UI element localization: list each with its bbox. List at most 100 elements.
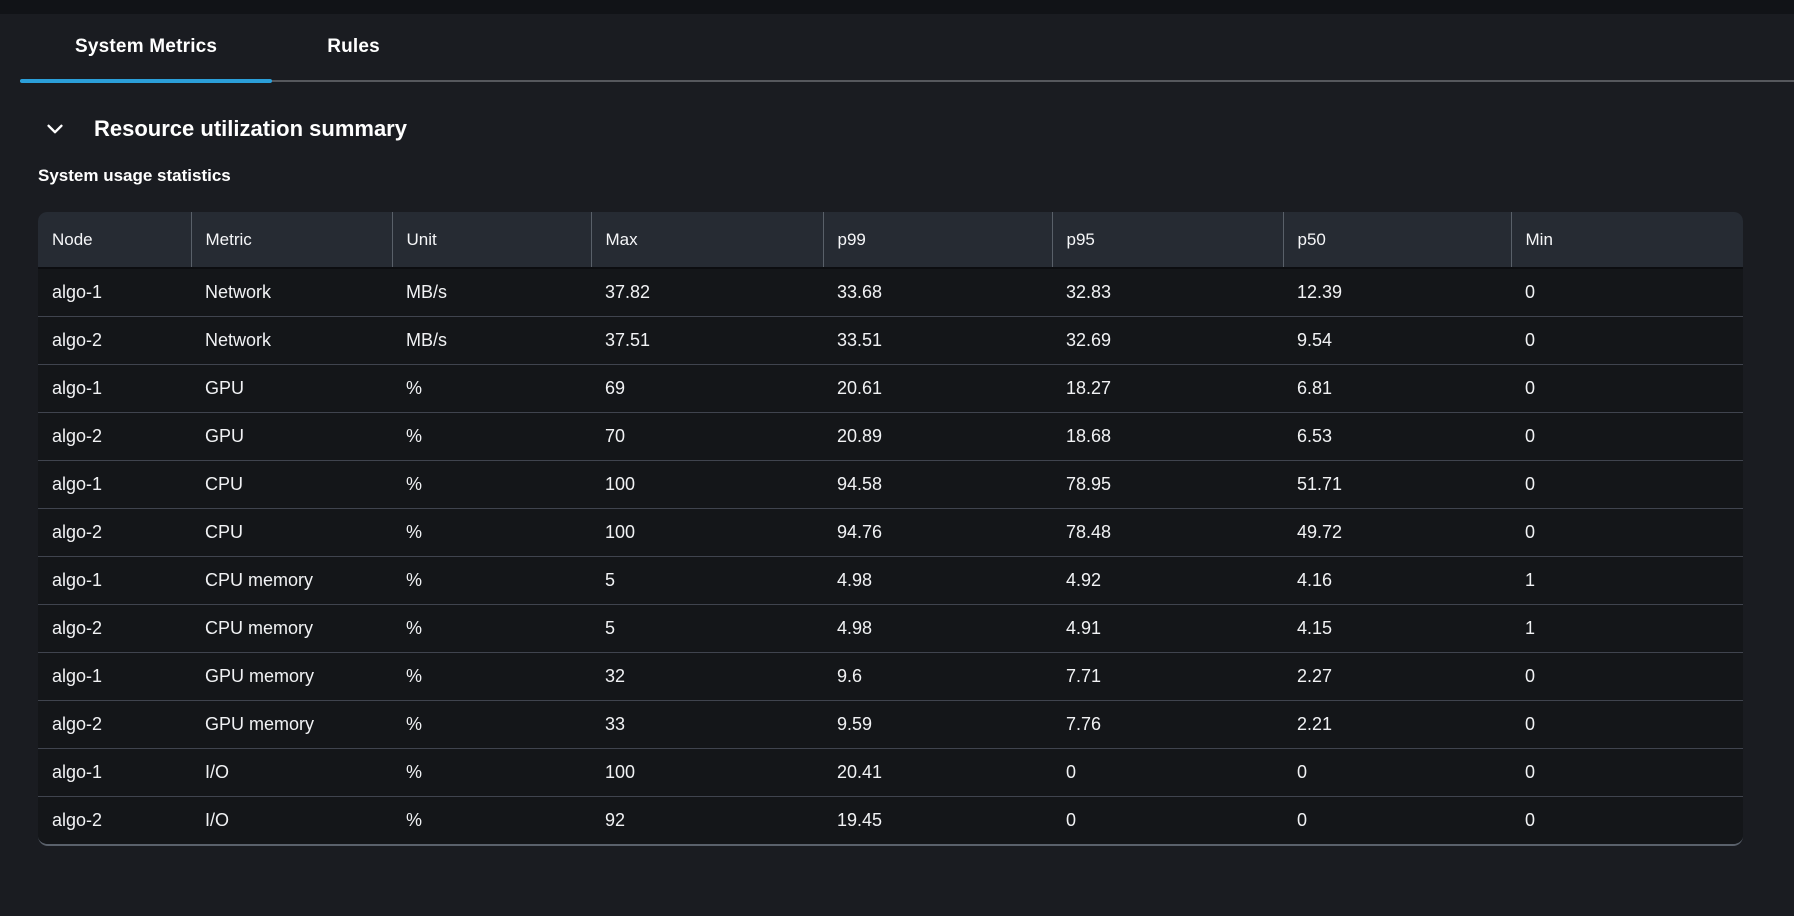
cell-p50: 9.54 [1283, 316, 1511, 365]
cell-node: algo-2 [38, 316, 191, 365]
table-header-row: Node Metric Unit Max p99 p95 p50 Min [38, 212, 1743, 269]
tab-rules-label: Rules [327, 36, 380, 57]
cell-unit: % [392, 796, 591, 844]
cell-p50: 6.53 [1283, 412, 1511, 461]
cell-metric: I/O [191, 796, 392, 844]
cell-p95: 4.92 [1052, 556, 1283, 605]
cell-p99: 94.58 [823, 460, 1052, 509]
cell-p95: 7.76 [1052, 700, 1283, 749]
cell-max: 100 [591, 748, 823, 797]
table-row: algo-1 GPU% 69 20.61 18.27 6.81 0 [38, 364, 1743, 413]
column-header-p99: p99 [822, 212, 1052, 269]
cell-max: 33 [591, 700, 823, 749]
cell-unit: % [392, 364, 591, 413]
cell-p99: 20.41 [823, 748, 1052, 797]
system-usage-table: Node Metric Unit Max p99 p95 p50 Min algo-1 Netw… [38, 212, 1743, 844]
table-row: algo-2 GPU memory% 33 9.59 7.76 2.21 0 [38, 700, 1743, 749]
cell-p50: 4.15 [1283, 604, 1511, 653]
cell-p99: 19.45 [823, 796, 1052, 844]
cell-p95: 32.69 [1052, 316, 1283, 365]
cell-p50: 51.71 [1283, 460, 1511, 509]
cell-p95: 18.68 [1052, 412, 1283, 461]
cell-max: 32 [591, 652, 823, 701]
column-header-unit: Unit [391, 212, 591, 269]
tab-system-metrics[interactable]: System Metrics [20, 14, 273, 83]
cell-p50: 4.16 [1283, 556, 1511, 605]
table-row: algo-1 I/O% 100 20.41 0 0 0 [38, 748, 1743, 797]
cell-p50: 12.39 [1283, 268, 1511, 317]
cell-max: 100 [591, 460, 823, 509]
cell-metric: Network [191, 268, 392, 317]
tab-bar: System Metrics Rules [20, 14, 1794, 83]
cell-node: algo-2 [38, 796, 191, 844]
cell-p99: 33.51 [823, 316, 1052, 365]
cell-p50: 2.21 [1283, 700, 1511, 749]
cell-p50: 49.72 [1283, 508, 1511, 557]
cell-node: algo-1 [38, 748, 191, 797]
system-usage-table-container: Node Metric Unit Max p99 p95 p50 Min algo-1 Netw… [38, 212, 1743, 846]
cell-node: algo-2 [38, 604, 191, 653]
cell-metric: CPU [191, 508, 392, 557]
cell-max: 5 [591, 604, 823, 653]
cell-metric: CPU [191, 460, 392, 509]
cell-p95: 7.71 [1052, 652, 1283, 701]
cell-unit: % [392, 460, 591, 509]
column-header-min: Min [1510, 212, 1743, 269]
cell-min: 0 [1511, 364, 1743, 413]
cell-metric: GPU memory [191, 700, 392, 749]
cell-metric: Network [191, 316, 392, 365]
cell-metric: CPU memory [191, 556, 392, 605]
cell-max: 70 [591, 412, 823, 461]
cell-node: algo-1 [38, 556, 191, 605]
cell-unit: % [392, 700, 591, 749]
cell-p99: 20.61 [823, 364, 1052, 413]
cell-node: algo-2 [38, 700, 191, 749]
cell-p95: 0 [1052, 796, 1283, 844]
cell-node: algo-2 [38, 412, 191, 461]
window-top-edge [0, 0, 1794, 14]
cell-min: 0 [1511, 460, 1743, 509]
section-title: Resource utilization summary [94, 116, 407, 141]
cell-unit: % [392, 604, 591, 653]
cell-min: 0 [1511, 700, 1743, 749]
cell-min: 0 [1511, 412, 1743, 461]
cell-max: 37.51 [591, 316, 823, 365]
cell-metric: I/O [191, 748, 392, 797]
cell-min: 1 [1511, 556, 1743, 605]
column-header-metric: Metric [190, 212, 392, 269]
cell-p95: 32.83 [1052, 268, 1283, 317]
table-row: algo-1 CPU memory% 5 4.98 4.92 4.16 1 [38, 556, 1743, 605]
cell-unit: % [392, 748, 591, 797]
column-header-p95: p95 [1051, 212, 1283, 269]
cell-p95: 18.27 [1052, 364, 1283, 413]
cell-node: algo-1 [38, 460, 191, 509]
cell-max: 5 [591, 556, 823, 605]
cell-unit: % [392, 556, 591, 605]
cell-p50: 0 [1283, 796, 1511, 844]
cell-p50: 2.27 [1283, 652, 1511, 701]
column-header-p50: p50 [1282, 212, 1511, 269]
tab-rules[interactable]: Rules [272, 14, 435, 80]
cell-p95: 78.48 [1052, 508, 1283, 557]
cell-p99: 33.68 [823, 268, 1052, 317]
cell-max: 100 [591, 508, 823, 557]
table-row: algo-1 CPU% 100 94.58 78.95 51.71 0 [38, 460, 1743, 509]
cell-p95: 0 [1052, 748, 1283, 797]
cell-metric: GPU [191, 412, 392, 461]
tab-system-metrics-label: System Metrics [75, 36, 218, 57]
cell-unit: MB/s [392, 268, 591, 317]
cell-p99: 20.89 [823, 412, 1052, 461]
cell-unit: % [392, 508, 591, 557]
cell-min: 0 [1511, 268, 1743, 317]
chevron-down-icon[interactable] [44, 118, 66, 140]
cell-p99: 9.6 [823, 652, 1052, 701]
cell-node: algo-2 [38, 508, 191, 557]
table-row: algo-1 GPU memory% 32 9.6 7.71 2.27 0 [38, 652, 1743, 701]
cell-max: 92 [591, 796, 823, 844]
cell-p99: 4.98 [823, 556, 1052, 605]
cell-min: 0 [1511, 748, 1743, 797]
column-header-max: Max [590, 212, 823, 269]
cell-min: 0 [1511, 652, 1743, 701]
cell-min: 0 [1511, 796, 1743, 844]
table-row: algo-2 GPU% 70 20.89 18.68 6.53 0 [38, 412, 1743, 461]
